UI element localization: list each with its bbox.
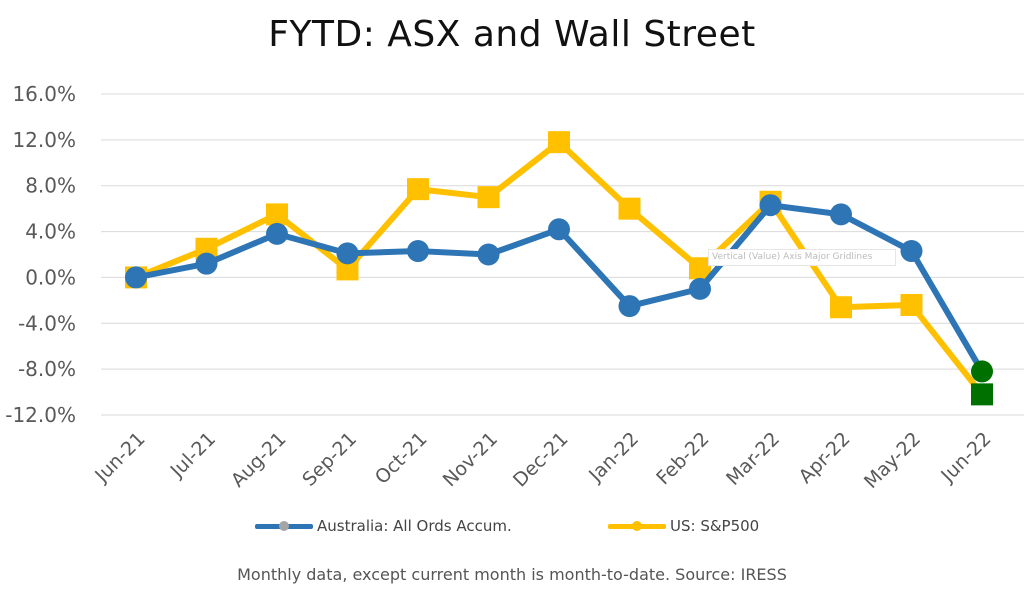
y-tick-label: -8.0%	[18, 357, 76, 381]
data-point-australia[interactable]	[477, 243, 500, 266]
x-axis-labels: Jun-21 Jul-21 Aug-21 Sep-21 Oct-21 Nov-21 Dec-…	[90, 428, 995, 493]
data-point-us[interactable]	[830, 296, 852, 319]
x-tick-label: Oct-21	[371, 428, 432, 489]
data-point-australia[interactable]	[195, 252, 218, 275]
tooltip: Vertical (Value) Axis Major Gridlines	[708, 249, 896, 266]
data-point-us[interactable]	[689, 257, 711, 280]
data-point-australia[interactable]	[900, 240, 923, 263]
y-tick-label: 4.0%	[25, 220, 76, 244]
data-point-australia[interactable]	[759, 194, 782, 217]
x-tick-label: Jul-21	[166, 428, 220, 482]
data-point-australia[interactable]	[689, 277, 711, 300]
data-point-us[interactable]	[407, 178, 429, 201]
legend: Australia: All Ords Accum. US: S&P500	[0, 516, 1024, 542]
legend-label-us: US: S&P500	[670, 517, 760, 535]
legend-swatch-australia	[255, 516, 313, 536]
y-tick-label: 0.0%	[25, 265, 76, 289]
data-point-us[interactable]	[266, 203, 288, 226]
data-point-australia[interactable]	[407, 240, 429, 263]
y-tick-label: -12.0%	[5, 403, 76, 427]
footnote: Monthly data, except current month is mo…	[237, 565, 787, 584]
series-line-us	[133, 139, 985, 398]
x-tick-label: Apr-22	[795, 428, 855, 488]
y-tick-label: 12.0%	[12, 128, 76, 152]
series-lines	[125, 131, 993, 406]
x-tick-label: Aug-21	[227, 428, 291, 492]
data-point-australia[interactable]	[266, 222, 288, 245]
x-tick-label: Feb-22	[652, 428, 713, 489]
legend-item-australia[interactable]: Australia: All Ords Accum.	[255, 516, 512, 536]
series-australia	[125, 194, 993, 383]
y-tick-label: 8.0%	[25, 174, 76, 198]
data-point-australia[interactable]	[971, 360, 993, 383]
x-tick-label: May-22	[860, 428, 925, 493]
legend-marker-australia	[279, 521, 289, 531]
chart-title: FYTD: ASX and Wall Street	[268, 14, 756, 55]
y-tick-label: 16.0%	[12, 82, 76, 106]
legend-label-australia: Australia: All Ords Accum.	[317, 517, 512, 535]
x-tick-label: Nov-21	[439, 428, 502, 491]
data-point-us[interactable]	[548, 131, 570, 154]
data-point-us[interactable]	[477, 186, 500, 209]
data-point-us[interactable]	[618, 197, 641, 220]
data-point-australia[interactable]	[336, 242, 359, 265]
x-tick-label: Dec-21	[509, 428, 573, 492]
data-point-australia[interactable]	[548, 218, 570, 241]
data-point-us[interactable]	[971, 383, 993, 406]
x-tick-label: Jun-21	[90, 428, 149, 487]
data-point-australia[interactable]	[125, 266, 147, 289]
legend-item-us[interactable]: US: S&P500	[608, 516, 759, 536]
x-tick-label: Sep-21	[298, 428, 361, 491]
legend-marker-us	[632, 521, 642, 531]
series-us	[125, 131, 993, 406]
data-point-australia[interactable]	[830, 203, 852, 226]
y-axis-labels: 16.0% 12.0% 8.0% 4.0% 0.0% -4.0% -8.0% -12.0%	[5, 82, 76, 427]
y-tick-label: -4.0%	[18, 311, 76, 335]
data-point-us[interactable]	[900, 293, 923, 316]
data-point-us[interactable]	[336, 258, 359, 281]
legend-swatch-us	[608, 516, 666, 536]
x-tick-label: Jan-22	[584, 428, 643, 487]
x-tick-label: Mar-22	[722, 428, 784, 490]
data-point-australia[interactable]	[618, 295, 641, 318]
x-tick-label: Jun-22	[936, 428, 995, 487]
